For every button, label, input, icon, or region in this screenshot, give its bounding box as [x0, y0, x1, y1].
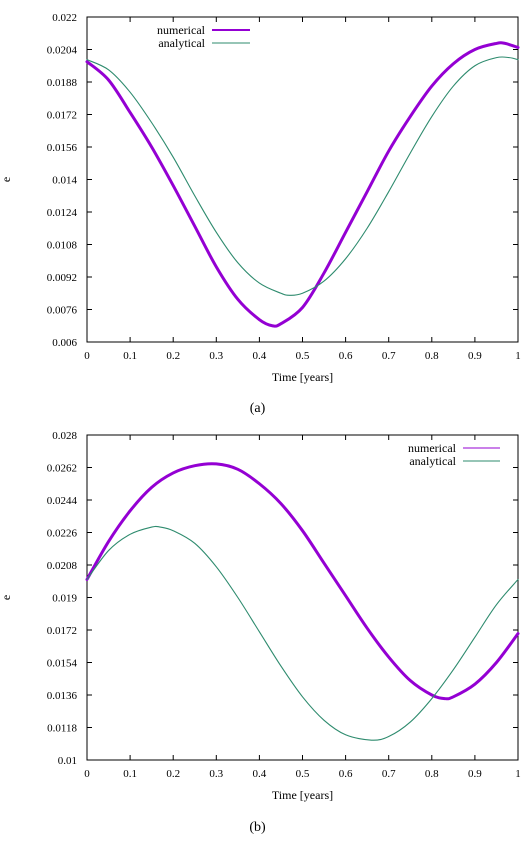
x-axis-label: Time [years]: [272, 370, 333, 384]
chart-a: 0 0.1 0.2 0.3 0.4 0.5 0.6 0.7 0.8 0.9 1 0.006 0.0076…: [0, 12, 521, 416]
series-line-analytical: [86, 525, 519, 741]
y-tick-label: 0.0156: [47, 142, 78, 154]
x-tick-label: 0.1: [123, 350, 137, 362]
y-axis-label: e: [0, 177, 13, 182]
y-tick-label: 0.0172: [47, 625, 77, 637]
x-tick-label: 0.8: [425, 350, 439, 362]
x-tick-label: 0.8: [425, 768, 439, 780]
y-tick-label: 0.0118: [47, 723, 77, 735]
legend-label-analytical: analytical: [409, 454, 456, 468]
y-tick-label: 0.0172: [47, 110, 77, 122]
x-tick-label: 0.4: [253, 768, 267, 780]
y-tick-label: 0.028: [52, 430, 77, 442]
x-tick-label: 1: [515, 768, 521, 780]
figure-caption: (b): [249, 820, 266, 835]
x-tick-label: 0.6: [339, 350, 353, 362]
y-axis-label: e: [0, 595, 13, 600]
y-tick-label: 0.0108: [47, 240, 78, 252]
legend-label-numerical: numerical: [408, 441, 457, 455]
x-tick-label: 0.5: [296, 350, 310, 362]
legend-label-numerical: numerical: [157, 23, 206, 37]
x-axis-label: Time [years]: [272, 788, 333, 802]
x-tick-label: 0.7: [382, 350, 396, 362]
x-tick-label: 0.2: [166, 350, 180, 362]
y-tick-label: 0.014: [52, 175, 77, 187]
x-tick-label: 0.4: [253, 350, 267, 362]
x-tick-label: 0.6: [339, 768, 353, 780]
y-tick-label: 0.0092: [47, 272, 77, 284]
x-tick-label: 0.9: [468, 350, 482, 362]
y-tick-label: 0.0076: [47, 305, 78, 317]
y-tick-label: 0.0204: [47, 45, 78, 57]
x-tick-label: 0.1: [123, 768, 137, 780]
y-tick-label: 0.0226: [47, 528, 78, 540]
x-tick-label: 0.5: [296, 768, 310, 780]
y-tick-label: 0.0244: [47, 495, 78, 507]
legend-label-analytical: analytical: [158, 36, 205, 50]
x-tick-label: 0.3: [209, 350, 223, 362]
x-tick-label: 0.3: [209, 768, 223, 780]
series-line-analytical: [86, 56, 519, 296]
y-tick-label: 0.0124: [47, 207, 78, 219]
y-tick-label: 0.022: [52, 12, 77, 24]
x-tick-label: 0: [84, 350, 90, 362]
x-tick-label: 0: [84, 768, 90, 780]
x-tick-label: 0.7: [382, 768, 396, 780]
figure-caption: (a): [250, 401, 266, 416]
x-tick-label: 0.9: [468, 768, 482, 780]
y-tick-label: 0.0136: [47, 690, 78, 702]
series-line-numerical: [85, 41, 520, 328]
y-tick-label: 0.01: [58, 755, 77, 767]
plot-frame: [86, 434, 519, 761]
y-tick-label: 0.006: [52, 337, 77, 349]
chart-b: 0 0.1 0.2 0.3 0.4 0.5 0.6 0.7 0.8 0.9 1 0.01 0.0118 0…: [0, 430, 521, 835]
x-tick-label: 1: [515, 350, 521, 362]
y-tick-label: 0.0154: [47, 658, 78, 670]
x-tick-label: 0.2: [166, 768, 180, 780]
y-tick-label: 0.0208: [47, 560, 78, 572]
y-tick-label: 0.0262: [47, 463, 77, 475]
series-line-numerical: [85, 462, 520, 701]
y-tick-label: 0.019: [52, 593, 77, 605]
y-tick-label: 0.0188: [47, 77, 78, 89]
